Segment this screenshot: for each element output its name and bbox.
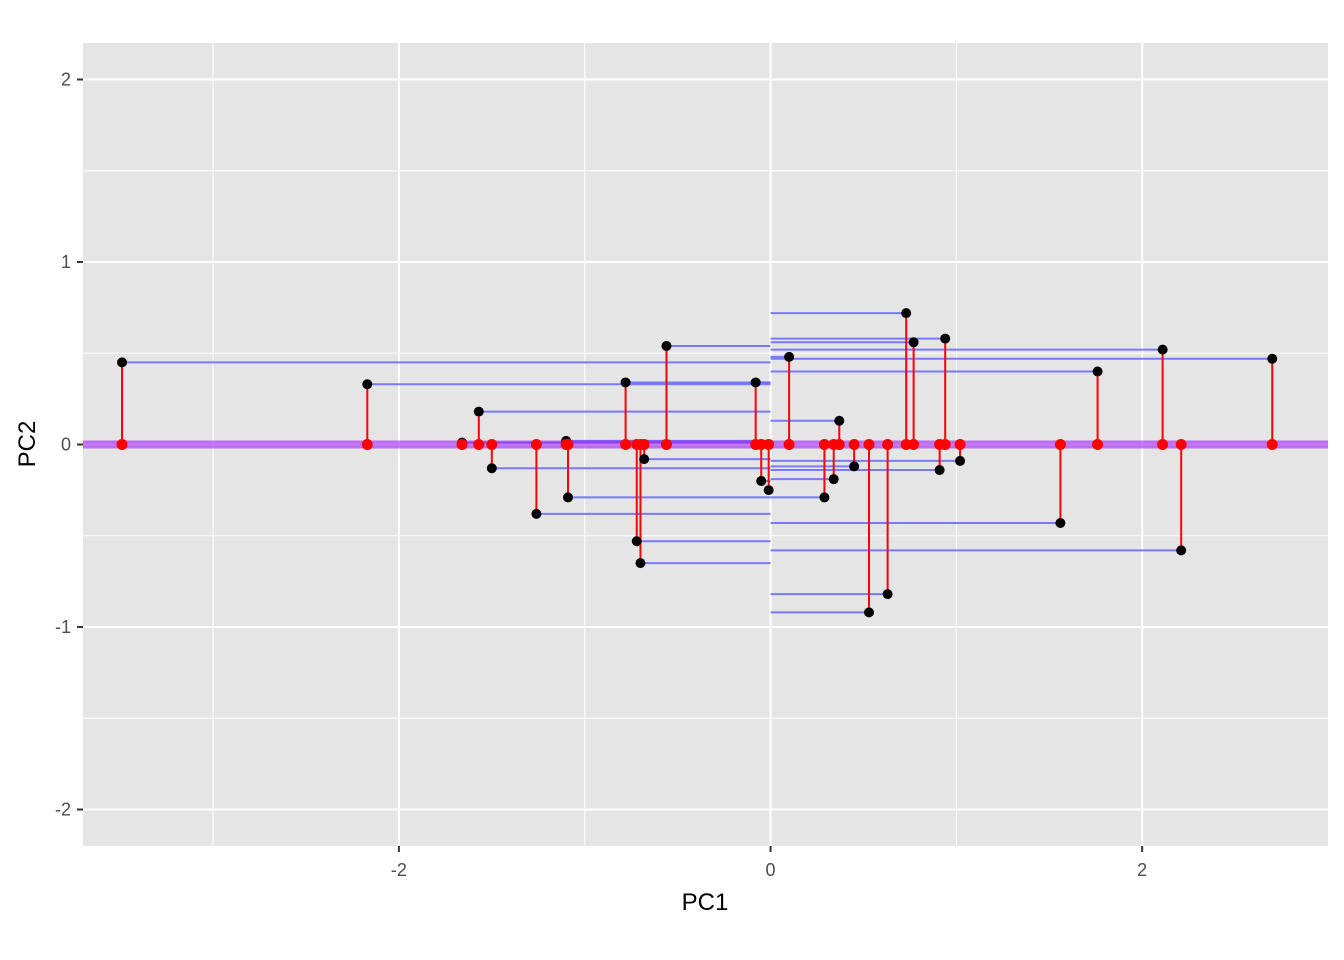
data-point — [620, 377, 631, 388]
y-tick-label: 2 — [61, 70, 71, 90]
data-point — [908, 337, 919, 348]
data-point — [828, 474, 839, 485]
data-points — [117, 308, 1278, 618]
projected-point — [833, 439, 845, 450]
projected-point — [1175, 439, 1187, 450]
projected-point — [530, 439, 542, 450]
projected-point — [638, 439, 650, 450]
y-axis-title: PC2 — [14, 421, 41, 468]
projected-point — [660, 439, 672, 450]
data-point — [1176, 545, 1187, 556]
x-tick-label: -2 — [391, 860, 407, 880]
projected-point — [818, 439, 830, 450]
projected-point — [456, 439, 468, 450]
data-point — [901, 308, 912, 319]
y-tick-label: 1 — [61, 252, 71, 272]
projected-point — [939, 439, 951, 450]
data-point — [631, 536, 642, 547]
projected-point — [882, 439, 894, 450]
data-point — [1157, 344, 1168, 355]
data-point — [849, 461, 860, 472]
projected-point — [486, 439, 498, 450]
data-point — [864, 607, 875, 618]
projected-point — [562, 439, 574, 450]
data-point — [1267, 353, 1278, 364]
data-point — [763, 485, 774, 496]
y-tick-label: -1 — [55, 617, 71, 637]
data-point — [639, 454, 650, 465]
data-point — [756, 476, 767, 486]
data-point — [819, 492, 830, 503]
y-tick-label: 0 — [61, 435, 71, 455]
data-point — [362, 379, 373, 390]
projected-point — [763, 439, 775, 450]
projected-point — [1054, 439, 1066, 450]
data-point — [562, 492, 573, 503]
projected-point — [1266, 439, 1278, 450]
data-point — [486, 463, 497, 474]
data-point — [955, 455, 966, 466]
x-axis-title: PC1 — [682, 889, 729, 916]
data-point — [635, 558, 646, 569]
projected-point — [1092, 439, 1104, 450]
data-point — [834, 415, 845, 426]
projected-point — [863, 439, 875, 450]
y-tick-label: -2 — [55, 800, 71, 820]
projected-point — [473, 439, 485, 450]
projected-point — [361, 439, 373, 450]
projected-point — [954, 439, 966, 450]
data-point — [531, 508, 542, 519]
data-point — [1092, 366, 1103, 377]
projected-point — [848, 439, 860, 450]
data-point — [940, 333, 951, 344]
data-point — [117, 357, 128, 368]
axis-tick-labels: -2 0 2 -2 -1 0 1 2 — [55, 70, 1147, 881]
data-point — [934, 465, 945, 476]
data-point — [882, 589, 893, 600]
data-point — [661, 340, 672, 351]
data-point — [1055, 517, 1066, 528]
data-point — [473, 406, 484, 417]
residual-segments — [121, 313, 1274, 613]
x-tick-label: 2 — [1137, 860, 1147, 880]
data-point — [784, 351, 795, 362]
projected-point — [116, 439, 128, 450]
projected-point — [620, 439, 632, 450]
axis-ticks — [77, 78, 1144, 852]
x-tick-label: 0 — [766, 860, 776, 880]
projected-point — [783, 439, 795, 450]
projected-point — [1157, 439, 1169, 450]
data-point — [750, 377, 761, 388]
projected-points — [116, 439, 1278, 450]
projected-point — [908, 439, 920, 450]
